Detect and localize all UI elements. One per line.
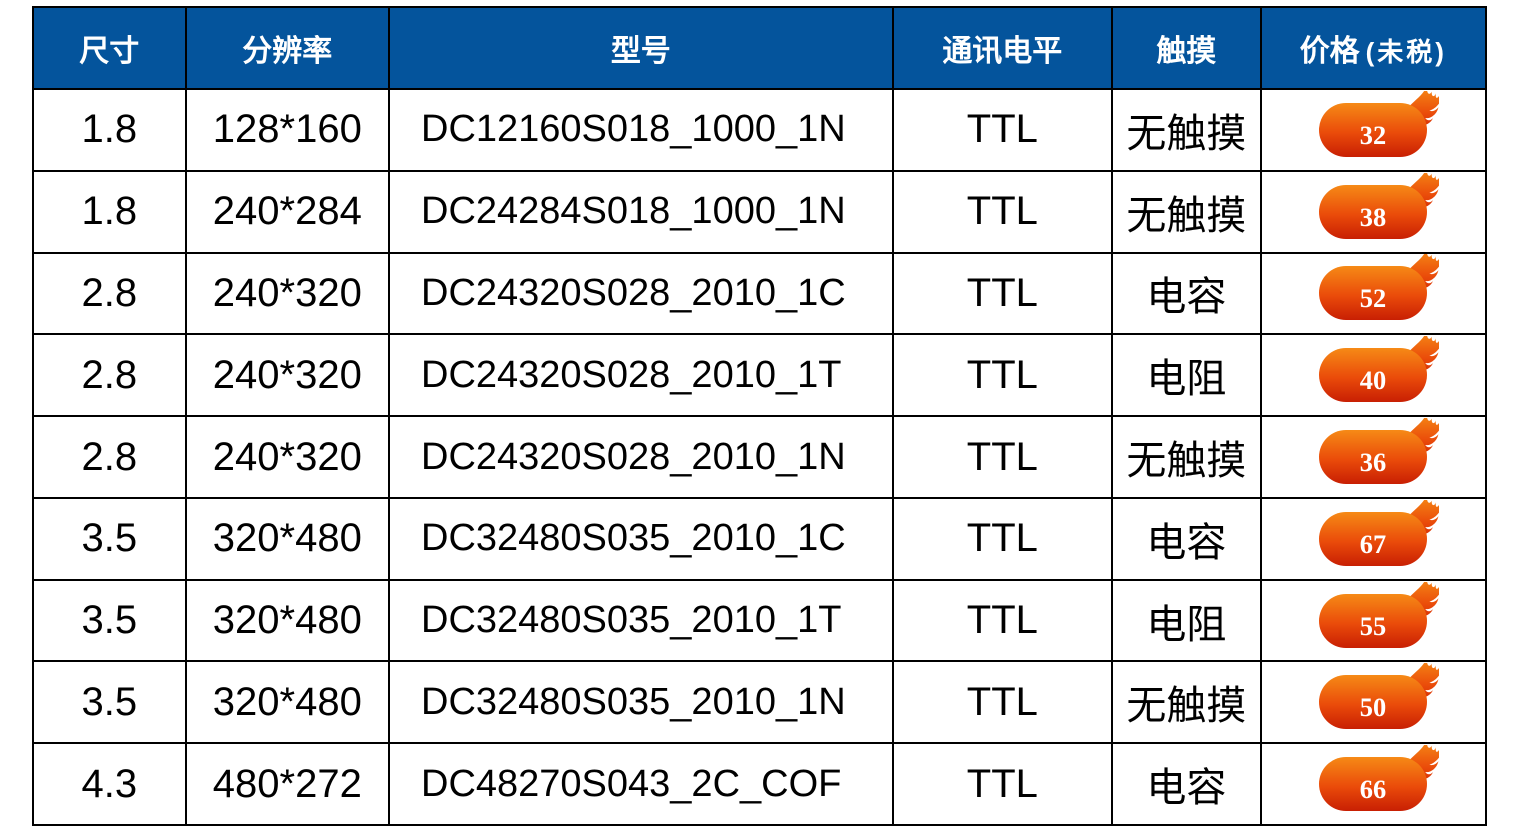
svg-text:55: 55 [1360, 610, 1386, 640]
svg-text:67: 67 [1360, 529, 1386, 559]
svg-text:40: 40 [1360, 365, 1386, 395]
svg-text:36: 36 [1360, 447, 1386, 477]
svg-text:32: 32 [1360, 120, 1386, 150]
svg-text:50: 50 [1360, 692, 1386, 722]
svg-text:38: 38 [1360, 201, 1386, 231]
svg-text:52: 52 [1360, 283, 1386, 313]
svg-text:66: 66 [1360, 774, 1386, 804]
